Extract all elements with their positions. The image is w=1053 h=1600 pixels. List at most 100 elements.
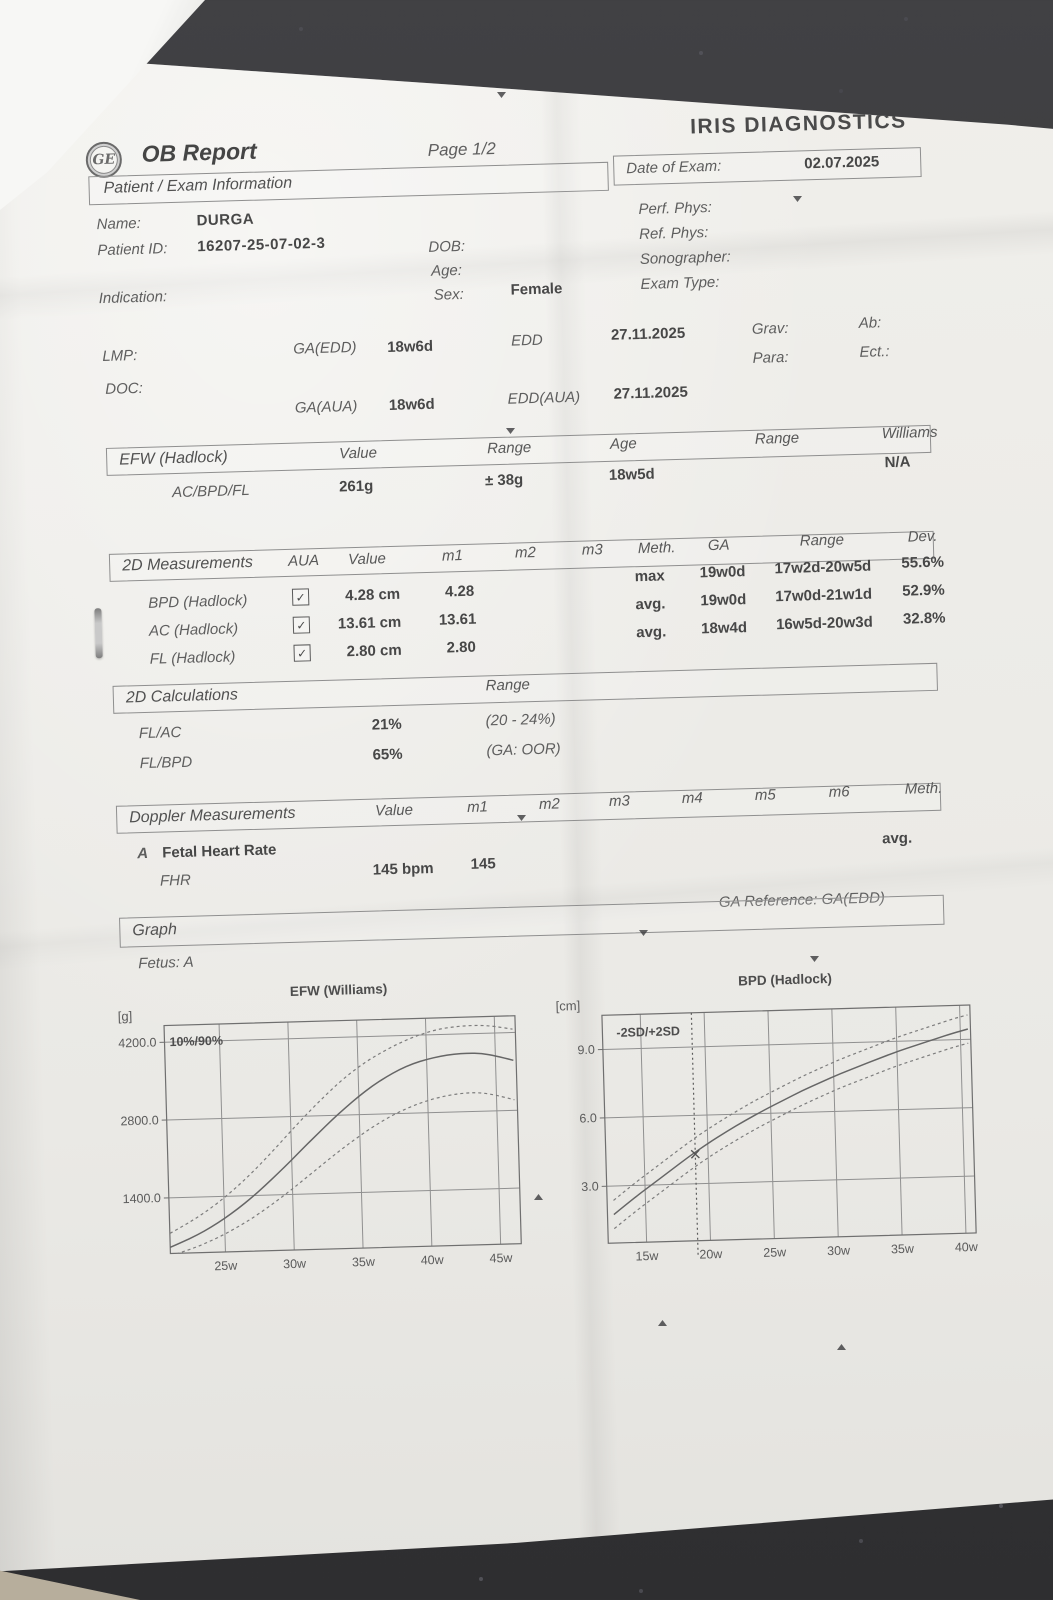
efw-section-box: EFW (Hadlock) Value Range Age Range Will…	[106, 425, 931, 476]
indication-label: Indication:	[98, 288, 168, 308]
chart-svg: 15w 20w 25w 30w 35w 40w 9.0 6.0 3.0 BPD (Hadlock)…	[547, 959, 987, 1272]
doppler-col-m2: m2	[538, 795, 561, 813]
svg-text:40w: 40w	[421, 1253, 445, 1268]
meas2d-col-value: Value	[347, 550, 387, 569]
efw-row-value: 261g	[338, 477, 374, 496]
clinic-name: IRIS DIAGNOSTICS	[689, 109, 907, 139]
meas2d-row-label: BPD (Hadlock)	[148, 592, 248, 612]
meas2d-row-meth: avg.	[636, 623, 667, 642]
edd-aua-value: 27.11.2025	[613, 383, 689, 403]
meas2d-row-ga: 18w4d	[700, 619, 748, 638]
svg-text:25w: 25w	[214, 1259, 238, 1274]
meas2d-row-ga: 19w0d	[700, 591, 747, 610]
edd-aua-label: EDD(AUA)	[507, 388, 581, 408]
ect-label: Ect.:	[859, 343, 890, 361]
report-title: OB Report	[141, 137, 258, 167]
calc2d-section-title: 2D Calculations	[125, 686, 239, 707]
efw-row-range: ± 38g	[484, 471, 524, 490]
meas2d-row-value: 13.61 cm	[337, 613, 402, 633]
efw-col-method: Williams	[881, 423, 938, 443]
lmp-label: LMP:	[102, 347, 138, 365]
fetus-label: Fetus: A	[138, 953, 194, 973]
graph-section-title: Graph	[132, 921, 178, 940]
calc2d-row-range: (GA: OOR)	[486, 740, 561, 760]
meas2d-row-m1: 2.80	[446, 638, 477, 657]
meas2d-row-m1: 13.61	[438, 610, 477, 629]
checkbox-checked-icon: ✓	[293, 644, 310, 661]
calc2d-col-range: Range	[485, 676, 531, 695]
ga-edd-value: 18w6d	[386, 337, 434, 357]
meas2d-col-m1: m1	[441, 547, 464, 565]
para-label: Para:	[752, 348, 789, 367]
meas2d-row-dev: 55.6%	[901, 553, 945, 572]
meas2d-row-dev: 52.9%	[901, 581, 945, 600]
svg-text:4200.0: 4200.0	[118, 1035, 157, 1050]
photo-speck	[793, 196, 802, 202]
name-label: Name:	[96, 214, 142, 234]
edd-label: EDD	[510, 331, 543, 350]
doppler-col-m3: m3	[608, 792, 631, 811]
svg-text:45w: 45w	[489, 1251, 513, 1266]
svg-text:35w: 35w	[891, 1242, 915, 1257]
meas2d-row-ga: 19w0d	[699, 563, 746, 582]
age-label: Age:	[430, 261, 463, 280]
svg-text:-2SD/+2SD: -2SD/+2SD	[616, 1024, 680, 1040]
doppler-row-label: FHR	[159, 871, 192, 890]
ge-logo: GE	[85, 141, 122, 178]
efw-col-range: Range	[486, 439, 532, 458]
photo-speck	[658, 1320, 667, 1326]
sonographer-label: Sonographer:	[639, 248, 731, 268]
calc2d-row-label: FL/AC	[138, 723, 182, 743]
svg-text:30w: 30w	[283, 1257, 307, 1272]
calc2d-row-value: 21%	[371, 715, 402, 734]
meas2d-row-meth: max	[634, 567, 665, 586]
doppler-col-m4: m4	[681, 789, 703, 807]
doppler-col-m1: m1	[466, 798, 489, 816]
photo-speck	[534, 1194, 543, 1200]
ga-aua-label: GA(AUA)	[294, 397, 358, 417]
doppler-row-meth: avg.	[881, 829, 913, 848]
meas2d-col-range: Range	[799, 531, 845, 550]
svg-text:15w: 15w	[635, 1249, 659, 1264]
efw-row-method-value: N/A	[884, 453, 911, 472]
graph-section-box: Graph	[119, 895, 945, 948]
photo-speck	[506, 428, 515, 434]
meas2d-row-label: AC (Hadlock)	[148, 620, 239, 640]
svg-text:1400.0: 1400.0	[122, 1191, 161, 1206]
calc2d-row-range: (20 - 24%)	[485, 710, 556, 730]
checkbox-checked-icon: ✓	[293, 616, 310, 633]
grav-label: Grav:	[751, 319, 789, 338]
doppler-row-value: 145 bpm	[372, 859, 434, 879]
date-of-exam-value: 02.07.2025	[803, 153, 880, 173]
date-of-exam-label: Date of Exam:	[626, 157, 722, 178]
date-of-exam-box: Date of Exam: 02.07.2025	[613, 147, 922, 186]
meas2d-row-dev: 32.8%	[902, 609, 946, 628]
meas2d-col-ga: GA	[707, 536, 730, 555]
efw-col-range2: Range	[754, 429, 800, 448]
photo-speck	[639, 930, 648, 936]
exam-type-label: Exam Type:	[640, 273, 720, 293]
svg-text:10%/90%: 10%/90%	[169, 1034, 223, 1049]
edd-value: 27.11.2025	[610, 324, 686, 344]
doppler-group-prefix: A	[136, 844, 149, 863]
ab-label: Ab:	[858, 314, 882, 332]
svg-text:[cm]: [cm]	[555, 998, 580, 1014]
page-indicator: Page 1/2	[427, 138, 497, 160]
meas2d-col-aua: AUA	[287, 552, 320, 570]
patient-exam-info-title: Patient / Exam Information	[103, 174, 293, 197]
svg-text:40w: 40w	[955, 1240, 979, 1255]
doppler-col-m6: m6	[828, 783, 850, 801]
photo-speck	[810, 956, 819, 962]
meas2d-row-range: 17w0d-21w1d	[775, 585, 873, 606]
photo-speck	[517, 815, 526, 821]
svg-text:[g]: [g]	[118, 1008, 133, 1023]
doppler-row-m1: 145	[470, 855, 496, 873]
meas2d-row-meth: avg.	[635, 595, 666, 614]
doppler-section-box: Doppler Measurements Value m1 m2 m3 m4 m…	[116, 783, 941, 834]
svg-text:2800.0: 2800.0	[120, 1113, 159, 1128]
meas2d-row-label: FL (Hadlock)	[149, 648, 236, 668]
doppler-col-value: Value	[374, 801, 414, 820]
sex-value: Female	[510, 280, 563, 299]
efw-col-age: Age	[609, 435, 637, 453]
